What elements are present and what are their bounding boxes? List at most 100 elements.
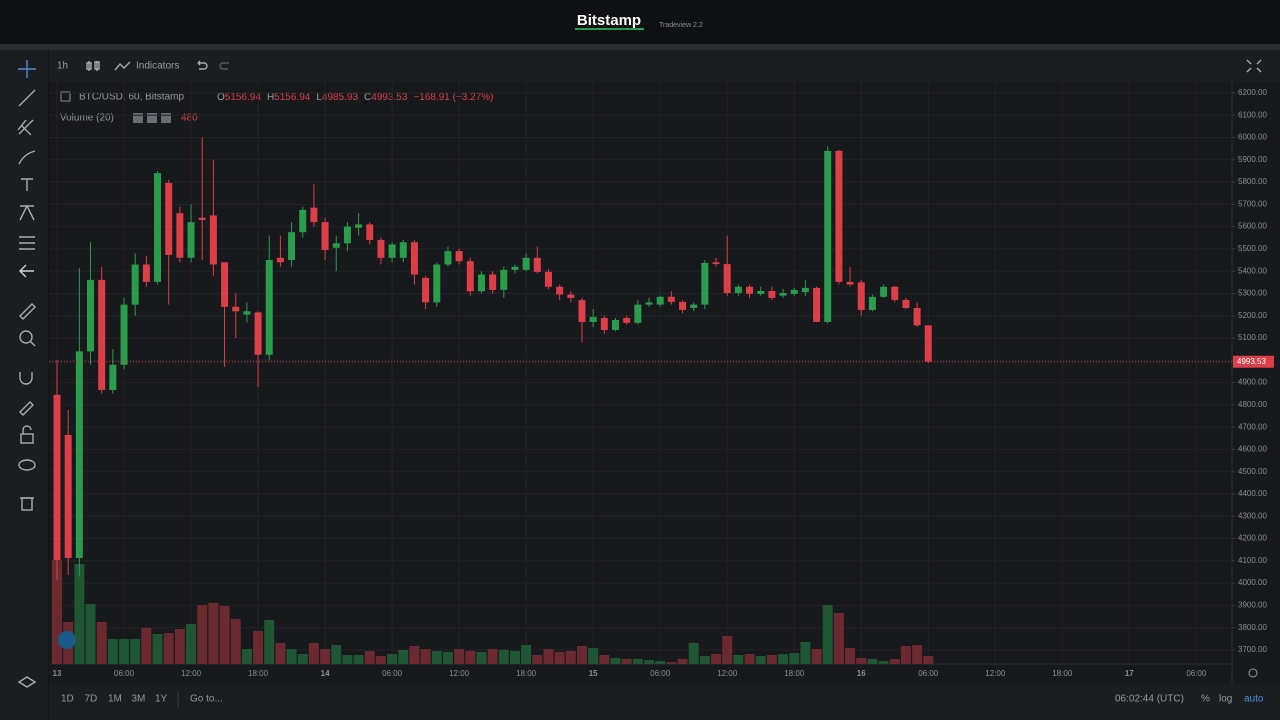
volume-bar [275, 643, 286, 664]
volume-bar [141, 628, 152, 664]
range-button[interactable]: 1M [108, 694, 122, 705]
volume-bar [923, 656, 934, 664]
undo[interactable] [197, 60, 208, 70]
candle-body [198, 217, 206, 220]
candle-body [120, 304, 128, 365]
candle-body [299, 209, 307, 233]
candle-body [857, 282, 865, 310]
redo[interactable] [219, 62, 229, 70]
candle-body [891, 286, 899, 300]
settings[interactable] [1248, 668, 1258, 678]
volume-bar [778, 654, 789, 664]
range-button[interactable]: 1Y [155, 694, 168, 705]
volume-name[interactable]: Volume (20) [60, 113, 114, 124]
candle-body [734, 286, 742, 294]
y-tick-label: 5400.00 [1238, 266, 1267, 275]
range-button[interactable]: 3M [132, 694, 146, 705]
volume-bar [297, 654, 308, 664]
volume-bar [476, 652, 487, 664]
candle-body [410, 242, 418, 275]
y-tick-label: 3900.00 [1238, 601, 1267, 610]
volume-bar [833, 613, 844, 664]
candle-body [399, 242, 407, 258]
auto-toggle[interactable]: auto [1244, 694, 1264, 705]
study-buttons[interactable] [133, 113, 171, 123]
x-tick-label: 18:00 [248, 669, 269, 678]
candle-body [801, 287, 809, 293]
candle-body [489, 274, 497, 290]
volume-bar [130, 639, 141, 664]
candle-body [109, 364, 117, 390]
volume-bar [74, 564, 85, 664]
tool-icons[interactable] [17, 60, 37, 688]
chart-type-icon[interactable] [86, 61, 100, 71]
brand[interactable]: Bitstamp [577, 12, 641, 29]
volume-bar [420, 649, 431, 664]
y-tick-label: 4500.00 [1238, 467, 1267, 476]
volume-bar [755, 656, 766, 664]
volume-bar [208, 603, 219, 664]
x-tick-label: 12:00 [449, 669, 470, 678]
percent-toggle[interactable]: % [1201, 694, 1210, 705]
candle-body [690, 304, 698, 308]
last-price-label: 4993.53 [1237, 357, 1266, 366]
range-button[interactable]: 7D [85, 694, 98, 705]
x-tick-label: 16 [857, 669, 866, 678]
candle-body [53, 394, 61, 560]
candle-body [656, 296, 664, 305]
volume-bar [253, 631, 264, 664]
volume-bar [96, 622, 107, 664]
log-toggle[interactable]: log [1219, 694, 1232, 705]
volume-bar [107, 639, 118, 664]
candle-body [232, 306, 240, 312]
candle-body [623, 317, 631, 323]
candle-body [466, 261, 474, 292]
indicators[interactable]: Indicators [136, 61, 179, 72]
volume-bar [699, 656, 710, 664]
y-tick-label: 4900.00 [1238, 378, 1267, 387]
indicators-icon[interactable] [114, 61, 131, 71]
candle-body [209, 215, 217, 265]
volume-bar [655, 661, 666, 664]
candle-body [87, 279, 95, 352]
grid: 6200.00 6100.00 6000.00 5900.00 5800.00 5700.… [49, 82, 1267, 678]
candle-body [645, 302, 653, 305]
candle-body [634, 304, 642, 323]
x-tick-label: 14 [321, 669, 330, 678]
candle-body [679, 301, 687, 310]
candle-body [824, 150, 832, 322]
candle-body [455, 251, 463, 262]
volume-bar [308, 643, 319, 664]
y-tick-label: 5800.00 [1238, 177, 1267, 186]
y-tick-label: 4700.00 [1238, 422, 1267, 431]
symbol[interactable]: BTC/USD, 60, Bitstamp [79, 92, 184, 103]
candle-body [757, 291, 765, 294]
candle-body [154, 173, 162, 282]
ohlc-label: O [217, 92, 225, 103]
candle-body [165, 182, 173, 255]
volume-bar [264, 620, 275, 664]
volume-bar [711, 654, 722, 664]
y-tick-label: 4800.00 [1238, 400, 1267, 409]
volume-bar [766, 655, 777, 664]
volume-bar [286, 649, 297, 664]
volume-bar [409, 646, 420, 664]
candle-body [723, 264, 731, 294]
goto[interactable]: Go to... [190, 694, 223, 705]
fullscreen[interactable] [1246, 59, 1262, 73]
volume-bar [431, 651, 442, 664]
candle-body [902, 299, 910, 308]
y-tick-label: 4100.00 [1238, 556, 1267, 565]
candle-body [701, 262, 709, 305]
candle-body [142, 264, 150, 282]
volume-bar [509, 651, 520, 664]
x-tick-label: 18:00 [784, 669, 805, 678]
y-tick-label: 5200.00 [1238, 311, 1267, 320]
interval[interactable]: 1h [57, 61, 68, 72]
range-button[interactable]: 1D [61, 694, 74, 705]
volume-bar [342, 655, 353, 664]
candle-body [64, 434, 72, 558]
candle-body [779, 293, 787, 296]
candle-body [265, 260, 273, 355]
